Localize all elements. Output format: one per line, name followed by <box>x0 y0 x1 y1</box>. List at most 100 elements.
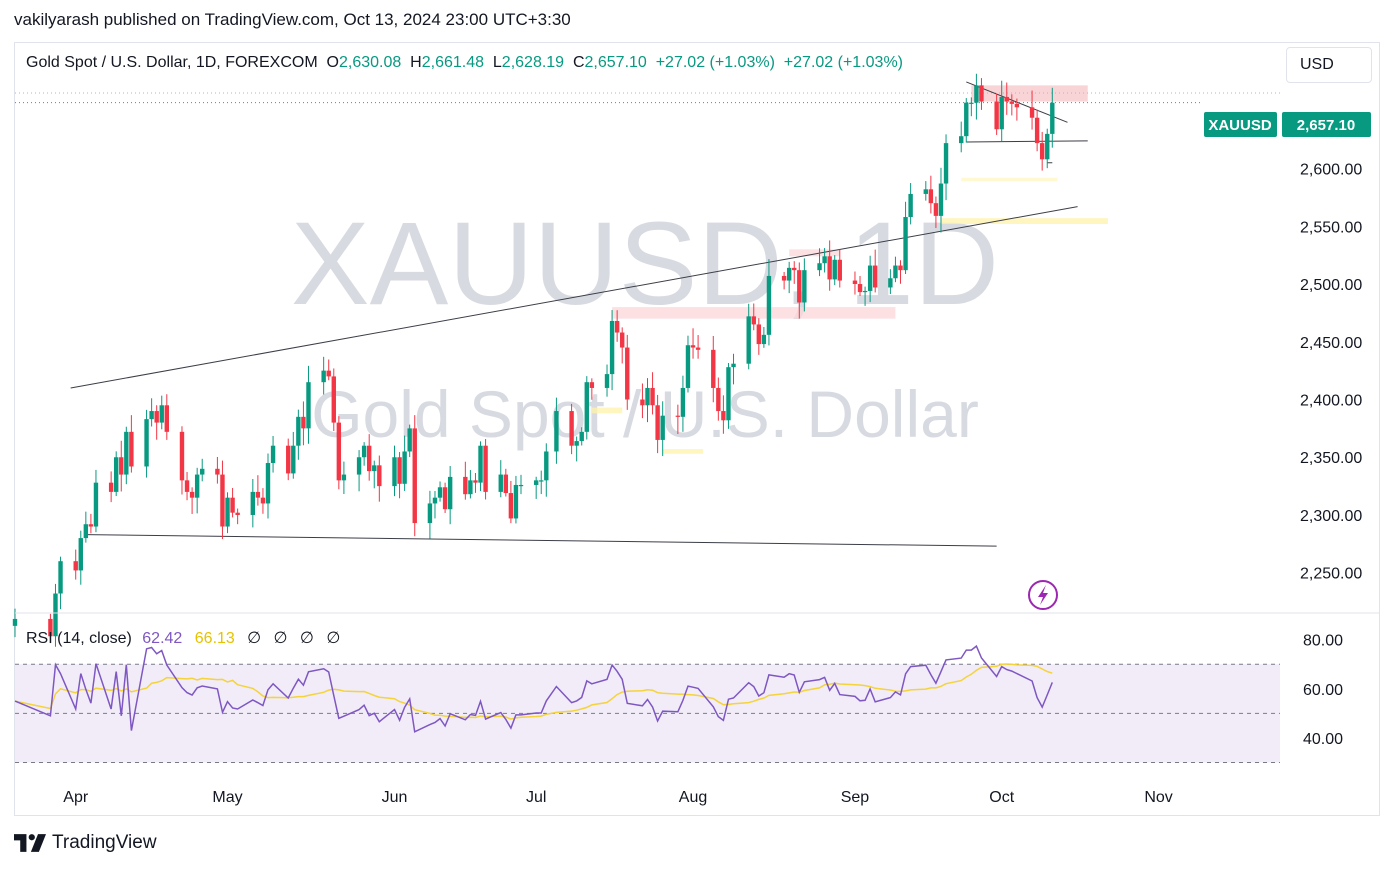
candle <box>108 471 114 503</box>
footer-brand[interactable]: TradingView <box>14 832 157 854</box>
candle-body <box>604 374 610 388</box>
candle-body <box>179 431 185 481</box>
candle-body <box>680 387 686 417</box>
rsi-axis-label: 80.00 <box>1303 633 1343 650</box>
candle-body <box>797 270 802 303</box>
candle-body <box>786 267 792 281</box>
candle-body <box>893 265 898 279</box>
candle <box>792 261 797 284</box>
candle <box>832 255 837 286</box>
candle <box>695 335 701 359</box>
candle-body <box>746 316 751 364</box>
candle-body <box>58 561 63 594</box>
candle <box>270 435 276 473</box>
time-axis-label: Apr <box>63 789 89 806</box>
candle <box>1039 131 1045 171</box>
candle <box>215 456 220 484</box>
candle <box>614 310 620 342</box>
candle-body <box>215 468 220 475</box>
candle <box>933 196 939 229</box>
candle-body <box>898 265 903 271</box>
candle <box>721 395 726 434</box>
demand-zone-jul <box>591 407 623 414</box>
rsi-legend-placeholder: ∅ <box>273 630 288 647</box>
time-axis[interactable]: Apr May Jun Jul Aug Sep Oct Nov <box>63 789 1173 806</box>
candle-body <box>802 270 807 303</box>
candle-body <box>397 457 402 484</box>
candle-body <box>1045 133 1050 160</box>
candle-body <box>650 387 655 406</box>
candle-body <box>321 370 326 383</box>
watermark: XAUUSD, 1D Gold Spot / U.S. Dollar <box>291 198 999 451</box>
candle <box>867 255 873 303</box>
candle-body <box>1004 96 1009 102</box>
candle-body <box>817 263 822 271</box>
legend-symbol[interactable]: Gold Spot / U.S. Dollar, 1D, FOREXCOM <box>26 54 318 71</box>
candle <box>539 470 544 495</box>
candle <box>144 409 149 478</box>
price-axis-label: 2,250.00 <box>1300 566 1362 583</box>
candle <box>235 508 240 525</box>
legend-open-label: O <box>326 54 339 71</box>
candle <box>908 183 913 225</box>
alert-icon[interactable] <box>1028 580 1058 610</box>
candle-body <box>78 538 83 571</box>
candle-body <box>943 143 949 184</box>
candle-body <box>761 334 767 345</box>
price-axis[interactable]: 2,600.00 2,550.00 2,500.00 2,450.00 2,400.00… <box>1300 162 1362 583</box>
candle <box>1014 98 1020 121</box>
candle <box>766 259 772 346</box>
candle-body <box>867 265 873 291</box>
candle-body <box>655 405 660 440</box>
candle-body <box>852 280 858 285</box>
candle <box>903 201 908 275</box>
candle-body <box>614 320 620 333</box>
candle <box>711 335 716 403</box>
candle-body <box>640 399 645 406</box>
candle <box>437 481 443 502</box>
ohlc-legend: Gold Spot / U.S. Dollar, 1D, FOREXCOM O2… <box>26 54 903 72</box>
candle-body <box>427 503 433 524</box>
candle <box>58 556 63 610</box>
candle <box>164 394 169 440</box>
candle-body <box>857 284 863 293</box>
candle-body <box>341 474 347 481</box>
candle-body <box>518 484 524 487</box>
candle-body <box>83 524 89 539</box>
candle-body <box>660 415 665 440</box>
candle <box>604 364 610 397</box>
candle <box>397 452 402 499</box>
candle <box>447 465 453 525</box>
candle-body <box>822 256 827 264</box>
candle <box>569 403 574 455</box>
candle <box>731 353 736 385</box>
candle-body <box>53 593 58 637</box>
watermark-name: Gold Spot / U.S. Dollar <box>311 377 979 451</box>
candle <box>716 377 721 421</box>
candle <box>442 482 448 513</box>
candle <box>746 303 751 370</box>
candle-body <box>255 491 261 498</box>
candle <box>306 365 311 444</box>
time-axis-label: Aug <box>679 789 707 806</box>
candle <box>321 356 326 395</box>
candle <box>822 248 827 273</box>
candle-body <box>48 618 53 637</box>
candle-body <box>392 457 397 487</box>
candle <box>412 415 417 537</box>
rsi-legend: RSI (14, close) 62.42 66.13 ∅ ∅ ∅ ∅ <box>26 628 340 648</box>
candle-body <box>584 382 589 432</box>
candle <box>898 260 903 284</box>
candle <box>336 416 342 490</box>
candle-body <box>1039 143 1045 160</box>
rsi-legend-label[interactable]: RSI (14, close) <box>26 630 132 647</box>
candle <box>83 511 89 543</box>
currency-button[interactable]: USD <box>1286 47 1372 83</box>
rsi-axis[interactable]: 80.00 60.00 40.00 <box>1303 633 1343 748</box>
rsi-line <box>14 644 1053 733</box>
candle <box>554 397 559 464</box>
price-axis-label: 2,400.00 <box>1300 393 1362 410</box>
candle <box>650 372 655 415</box>
candle-body <box>159 405 164 423</box>
